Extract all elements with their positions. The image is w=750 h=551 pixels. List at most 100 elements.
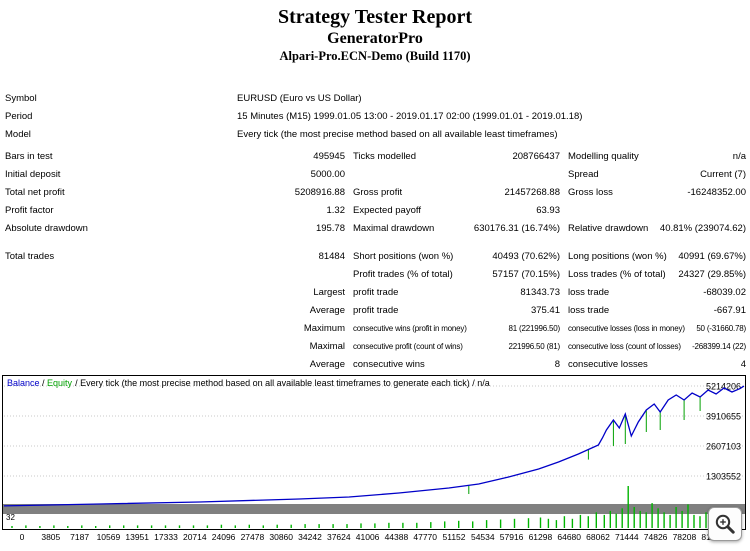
- stat-pair: Expected payoff 63.93: [353, 205, 560, 216]
- x-axis-label: 34242: [298, 532, 322, 542]
- stat-label: consecutive wins: [353, 358, 425, 370]
- stat-pair: Relative drawdown 40.81% (239074.62): [568, 223, 746, 234]
- stat-pair: profit trade 375.41: [353, 305, 560, 316]
- info-value: Every tick (the most precise method base…: [237, 128, 558, 140]
- x-axis-label: 13951: [125, 532, 150, 542]
- stat-label: consecutive losses: [568, 358, 648, 370]
- x-axis-label: 24096: [211, 532, 236, 542]
- x-axis-label: 0: [19, 532, 25, 542]
- stat-row: Profit factor 1.32 Expected payoff 63.93: [0, 201, 750, 219]
- y-axis-label: 1303552: [706, 472, 741, 482]
- stat-pair: Short positions (won %) 40493 (70.62%): [353, 251, 560, 262]
- stat-row: Bars in test 495945 Ticks modelled 20876643…: [0, 147, 750, 165]
- stat-pair: consecutive loss (count of losses) -26839…: [568, 342, 746, 351]
- stat-pair: Gross loss -16248352.00: [568, 187, 746, 198]
- info-row: Period 15 Minutes (M15) 1999.01.05 13:00 …: [0, 107, 750, 125]
- stat-sublabel: Average: [309, 304, 345, 316]
- expert-name: GeneratorPro: [327, 30, 423, 47]
- equity-spikes: [468, 397, 701, 494]
- x-axis-label: 54534: [470, 532, 495, 542]
- info-value: EURUSD (Euro vs US Dollar): [237, 92, 362, 104]
- x-axis-label: 78208: [672, 532, 697, 542]
- chart-canvas: 5214206 3910655 2607103 1303552: [3, 382, 745, 529]
- stat-value: 40991 (69.67%): [678, 250, 746, 262]
- x-axis-label: 51152: [442, 532, 466, 542]
- stat-label: Modelling quality: [568, 150, 639, 162]
- stat-value: 50 (-31660.78): [696, 323, 746, 333]
- legend-separator: /: [39, 378, 48, 388]
- stat-value: -268399.14 (22): [692, 341, 746, 351]
- stat-label: consecutive wins (profit in money): [353, 323, 467, 333]
- stat-pair: consecutive wins (profit in money) 81 (22…: [353, 324, 560, 333]
- stat-row: Maximum consecutive wins (profit in money…: [0, 319, 750, 337]
- stat-label: Spread: [568, 168, 599, 180]
- stat-row: Absolute drawdown 195.78 Maximal drawdown 6…: [0, 219, 750, 237]
- x-axis-label: 71444: [614, 532, 639, 542]
- x-axis-label: 68062: [586, 532, 610, 542]
- info-row: Symbol EURUSD (Euro vs US Dollar): [0, 89, 750, 107]
- stat-pair: Loss trades (% of total) 24327 (29.85%): [568, 269, 746, 280]
- stat-label: Profit factor: [5, 204, 54, 216]
- stat-label: Total trades: [5, 250, 55, 262]
- statistics-table: Bars in test 495945 Ticks modelled 20876643…: [0, 147, 750, 373]
- x-axis-label: 44388: [384, 532, 409, 542]
- report-header: Strategy Tester Report GeneratorPro Alpa…: [0, 0, 750, 64]
- zoom-button[interactable]: [708, 507, 742, 541]
- legend-note: / Every tick (the most precise method ba…: [75, 378, 490, 388]
- stat-label: loss trade: [568, 286, 610, 298]
- stat-row: Largest profit trade 81343.73 loss trade -68…: [0, 283, 750, 301]
- x-axis-label: 27478: [240, 532, 265, 542]
- stat-sublabel: Average: [309, 358, 345, 370]
- stat-pair: Long positions (won %) 40991 (69.67%): [568, 251, 746, 262]
- stat-label: consecutive profit (count of wins): [353, 341, 463, 351]
- stat-pair: consecutive wins 8: [353, 359, 560, 370]
- lots-bars: [11, 486, 737, 529]
- stat-label: Gross loss: [568, 186, 613, 198]
- stat-value: 208766437: [512, 150, 560, 162]
- stat-row: Total net profit 5208916.88 Gross profit 21…: [0, 183, 750, 201]
- stat-sublabel: Maximum: [303, 322, 345, 334]
- stat-value: 40.81% (239074.62): [659, 222, 746, 234]
- stat-label: Initial deposit: [5, 168, 61, 180]
- stat-pair: Maximal drawdown 630176.31 (16.74%): [353, 223, 560, 234]
- balance-line: [3, 385, 745, 507]
- stat-sublabel: Maximal: [309, 340, 345, 352]
- stat-value: 63.93: [536, 204, 560, 216]
- info-label: Model: [5, 128, 31, 140]
- x-axis-label: 47770: [413, 532, 438, 542]
- stat-value: -667.91: [713, 304, 746, 316]
- stat-sublabel: Largest: [313, 286, 345, 298]
- stat-pair: consecutive losses (loss in money) 50 (-3…: [568, 324, 746, 333]
- stat-value: 81343.73: [520, 286, 560, 298]
- stat-row: Total trades 81484 Short positions (won %)…: [0, 247, 750, 265]
- stat-value: 4: [740, 358, 746, 370]
- stat-sublabel: 5000.00: [310, 168, 345, 180]
- y-axis-labels: 5214206 3910655 2607103 1303552: [706, 382, 741, 482]
- stat-value: 21457268.88: [504, 186, 560, 198]
- stat-label: Maximal drawdown: [353, 222, 435, 234]
- stat-pair: Ticks modelled 208766437: [353, 151, 560, 162]
- stat-value: 57157 (70.15%): [492, 268, 560, 280]
- x-axis-label: 37624: [326, 532, 351, 542]
- y-axis-label: 5214206: [706, 382, 741, 392]
- info-label: Period: [5, 110, 33, 122]
- stat-value: -68039.02: [703, 286, 746, 298]
- stat-value: 8: [554, 358, 560, 370]
- stat-label: Long positions (won %): [568, 250, 667, 262]
- stat-pair: Gross profit 21457268.88: [353, 187, 560, 198]
- stat-value: 630176.31 (16.74%): [473, 222, 560, 234]
- stat-value: 221996.50 (81): [508, 341, 561, 351]
- stat-pair: loss trade -68039.02: [568, 287, 746, 298]
- legend-equity: Equity: [47, 378, 73, 388]
- stat-label: consecutive losses (loss in money): [568, 323, 685, 333]
- info-row: Model Every tick (the most precise method…: [0, 125, 750, 143]
- stat-label: Relative drawdown: [568, 222, 649, 234]
- x-axis-label: 41006: [355, 532, 380, 542]
- chart-legend: Balance / Equity / Every tick (the most p…: [7, 378, 490, 388]
- x-axis-label: 74826: [643, 532, 668, 542]
- stat-row: Profit trades (% of total) 57157 (70.15%)…: [0, 265, 750, 283]
- x-axis-label: 20714: [182, 532, 207, 542]
- stat-label: profit trade: [353, 304, 399, 316]
- x-axis-labels: 0 3805 7187 10569 13951 17333 20714 24096 27478 3…: [2, 532, 750, 545]
